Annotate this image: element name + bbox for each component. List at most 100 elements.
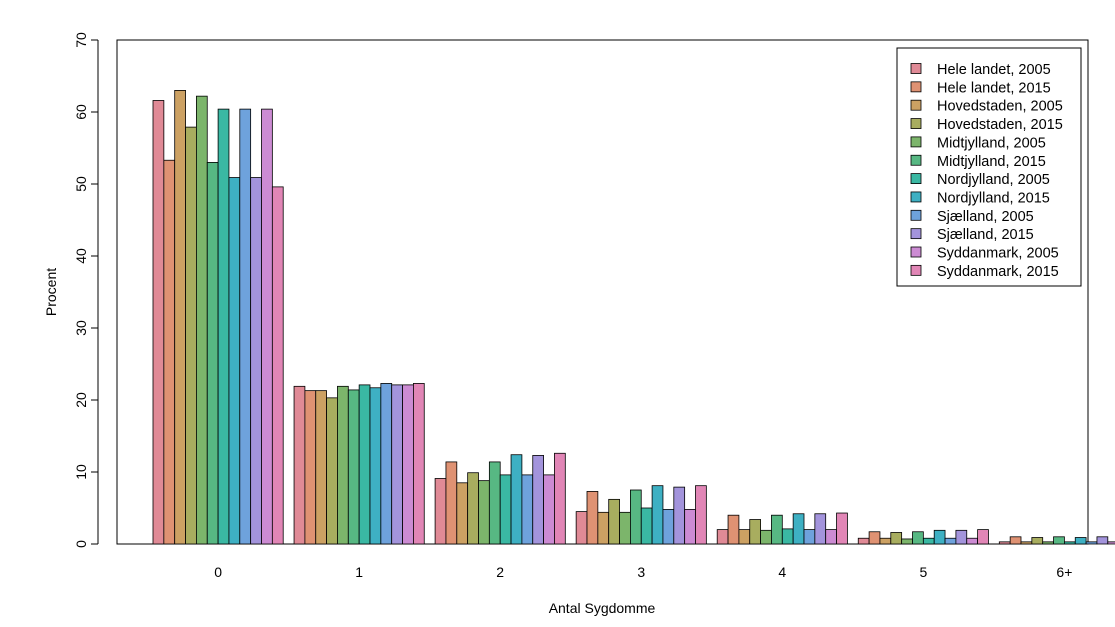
x-tick-label: 2: [496, 564, 504, 580]
y-tick-label: 10: [73, 464, 89, 480]
bar: [358, 384, 371, 545]
legend-label: Nordjylland, 2005: [937, 172, 1050, 188]
x-tick-label: 1: [355, 564, 363, 580]
bar: [239, 108, 252, 545]
legend-label: Sjælland, 2005: [937, 209, 1034, 225]
legend-label: Syddanmark, 2015: [937, 264, 1059, 280]
bar: [1085, 541, 1098, 545]
y-axis-label: Procent: [43, 268, 59, 316]
bar: [901, 538, 913, 545]
bar: [304, 390, 317, 545]
bar: [825, 529, 837, 545]
x-axis-label: Antal Sygdomme: [549, 600, 656, 616]
bar: [738, 529, 751, 545]
bar: [857, 537, 870, 545]
bar: [803, 529, 816, 545]
legend-swatch: [910, 136, 922, 148]
x-tick-label: 6+: [1056, 564, 1072, 580]
legend-swatch: [910, 154, 922, 166]
bar: [445, 461, 458, 545]
x-tick-label: 4: [778, 564, 786, 580]
bar: [467, 472, 479, 545]
bar: [716, 529, 729, 545]
legend-label: Hovedstaden, 2005: [937, 99, 1063, 115]
x-tick-label: 3: [637, 564, 645, 580]
bar: [673, 486, 686, 545]
bar: [1031, 537, 1044, 545]
legend-swatch: [910, 63, 922, 74]
bar: [1009, 536, 1022, 545]
bar: [543, 474, 555, 545]
bar: [337, 385, 349, 545]
bar: [792, 513, 805, 545]
legend: Hele landet, 2005 Hele landet, 2015 Hoveds…: [896, 47, 1082, 287]
bar: [1074, 537, 1087, 545]
legend-label: Sjælland, 2015: [937, 227, 1034, 243]
bar: [206, 161, 219, 545]
bar: [315, 390, 328, 545]
y-tick-label: 40: [73, 248, 89, 264]
bar: [1107, 541, 1115, 545]
bar: [771, 514, 783, 545]
bar: [391, 384, 403, 545]
legend-swatch: [910, 228, 922, 240]
bar: [510, 454, 523, 545]
legend-swatch: [910, 173, 922, 185]
bar: [499, 474, 512, 545]
legend-box: [896, 47, 1082, 287]
bar: [554, 452, 566, 545]
y-tick-label: 60: [73, 104, 89, 120]
legend-swatch: [910, 209, 922, 221]
bar: [760, 529, 772, 545]
legend-swatch: [910, 81, 922, 93]
bar: [488, 461, 501, 545]
legend-label: Midtjylland, 2005: [937, 135, 1046, 151]
bar: [619, 511, 631, 545]
bar: [1096, 536, 1109, 545]
legend-swatch: [910, 118, 922, 129]
bar: [521, 474, 534, 545]
x-tick-label: 5: [919, 564, 927, 580]
bar: [912, 531, 924, 545]
legend-label: Syddanmark, 2005: [937, 246, 1059, 262]
legend-swatch: [910, 264, 922, 276]
y-tick-label: 0: [73, 540, 89, 548]
legend-swatch: [910, 191, 922, 203]
bar: [781, 528, 794, 545]
legend-label: Hovedstaden, 2015: [937, 117, 1063, 133]
y-tick-label: 70: [73, 32, 89, 48]
bar: [998, 541, 1011, 545]
bar: [922, 537, 935, 545]
y-tick-label: 20: [73, 392, 89, 408]
bar: [185, 126, 197, 545]
bar: [1053, 536, 1065, 545]
bar: [261, 108, 273, 545]
bar: [369, 387, 382, 545]
bar: [412, 383, 425, 545]
bar: [944, 537, 957, 545]
bar: [532, 455, 545, 545]
bar: [640, 507, 653, 545]
bar: [1020, 541, 1033, 545]
legend-label: Nordjylland, 2015: [937, 190, 1050, 206]
bar: [228, 177, 241, 545]
legend-swatch: [910, 246, 922, 258]
bar: [326, 397, 338, 545]
bar: [174, 90, 186, 545]
bar: [380, 383, 393, 545]
bar: [933, 529, 946, 545]
x-tick-label: 0: [214, 564, 222, 580]
bar: [890, 532, 903, 545]
bar: [1042, 541, 1054, 545]
bar: [434, 478, 447, 545]
bar: [966, 537, 979, 545]
bar: [478, 480, 490, 545]
legend-label: Hele landet, 2015: [937, 80, 1051, 96]
y-tick-label: 30: [73, 320, 89, 336]
bar: [836, 512, 848, 545]
bar: [402, 384, 414, 545]
bar: [195, 95, 208, 545]
bar: [651, 485, 664, 545]
bar: [163, 159, 176, 545]
